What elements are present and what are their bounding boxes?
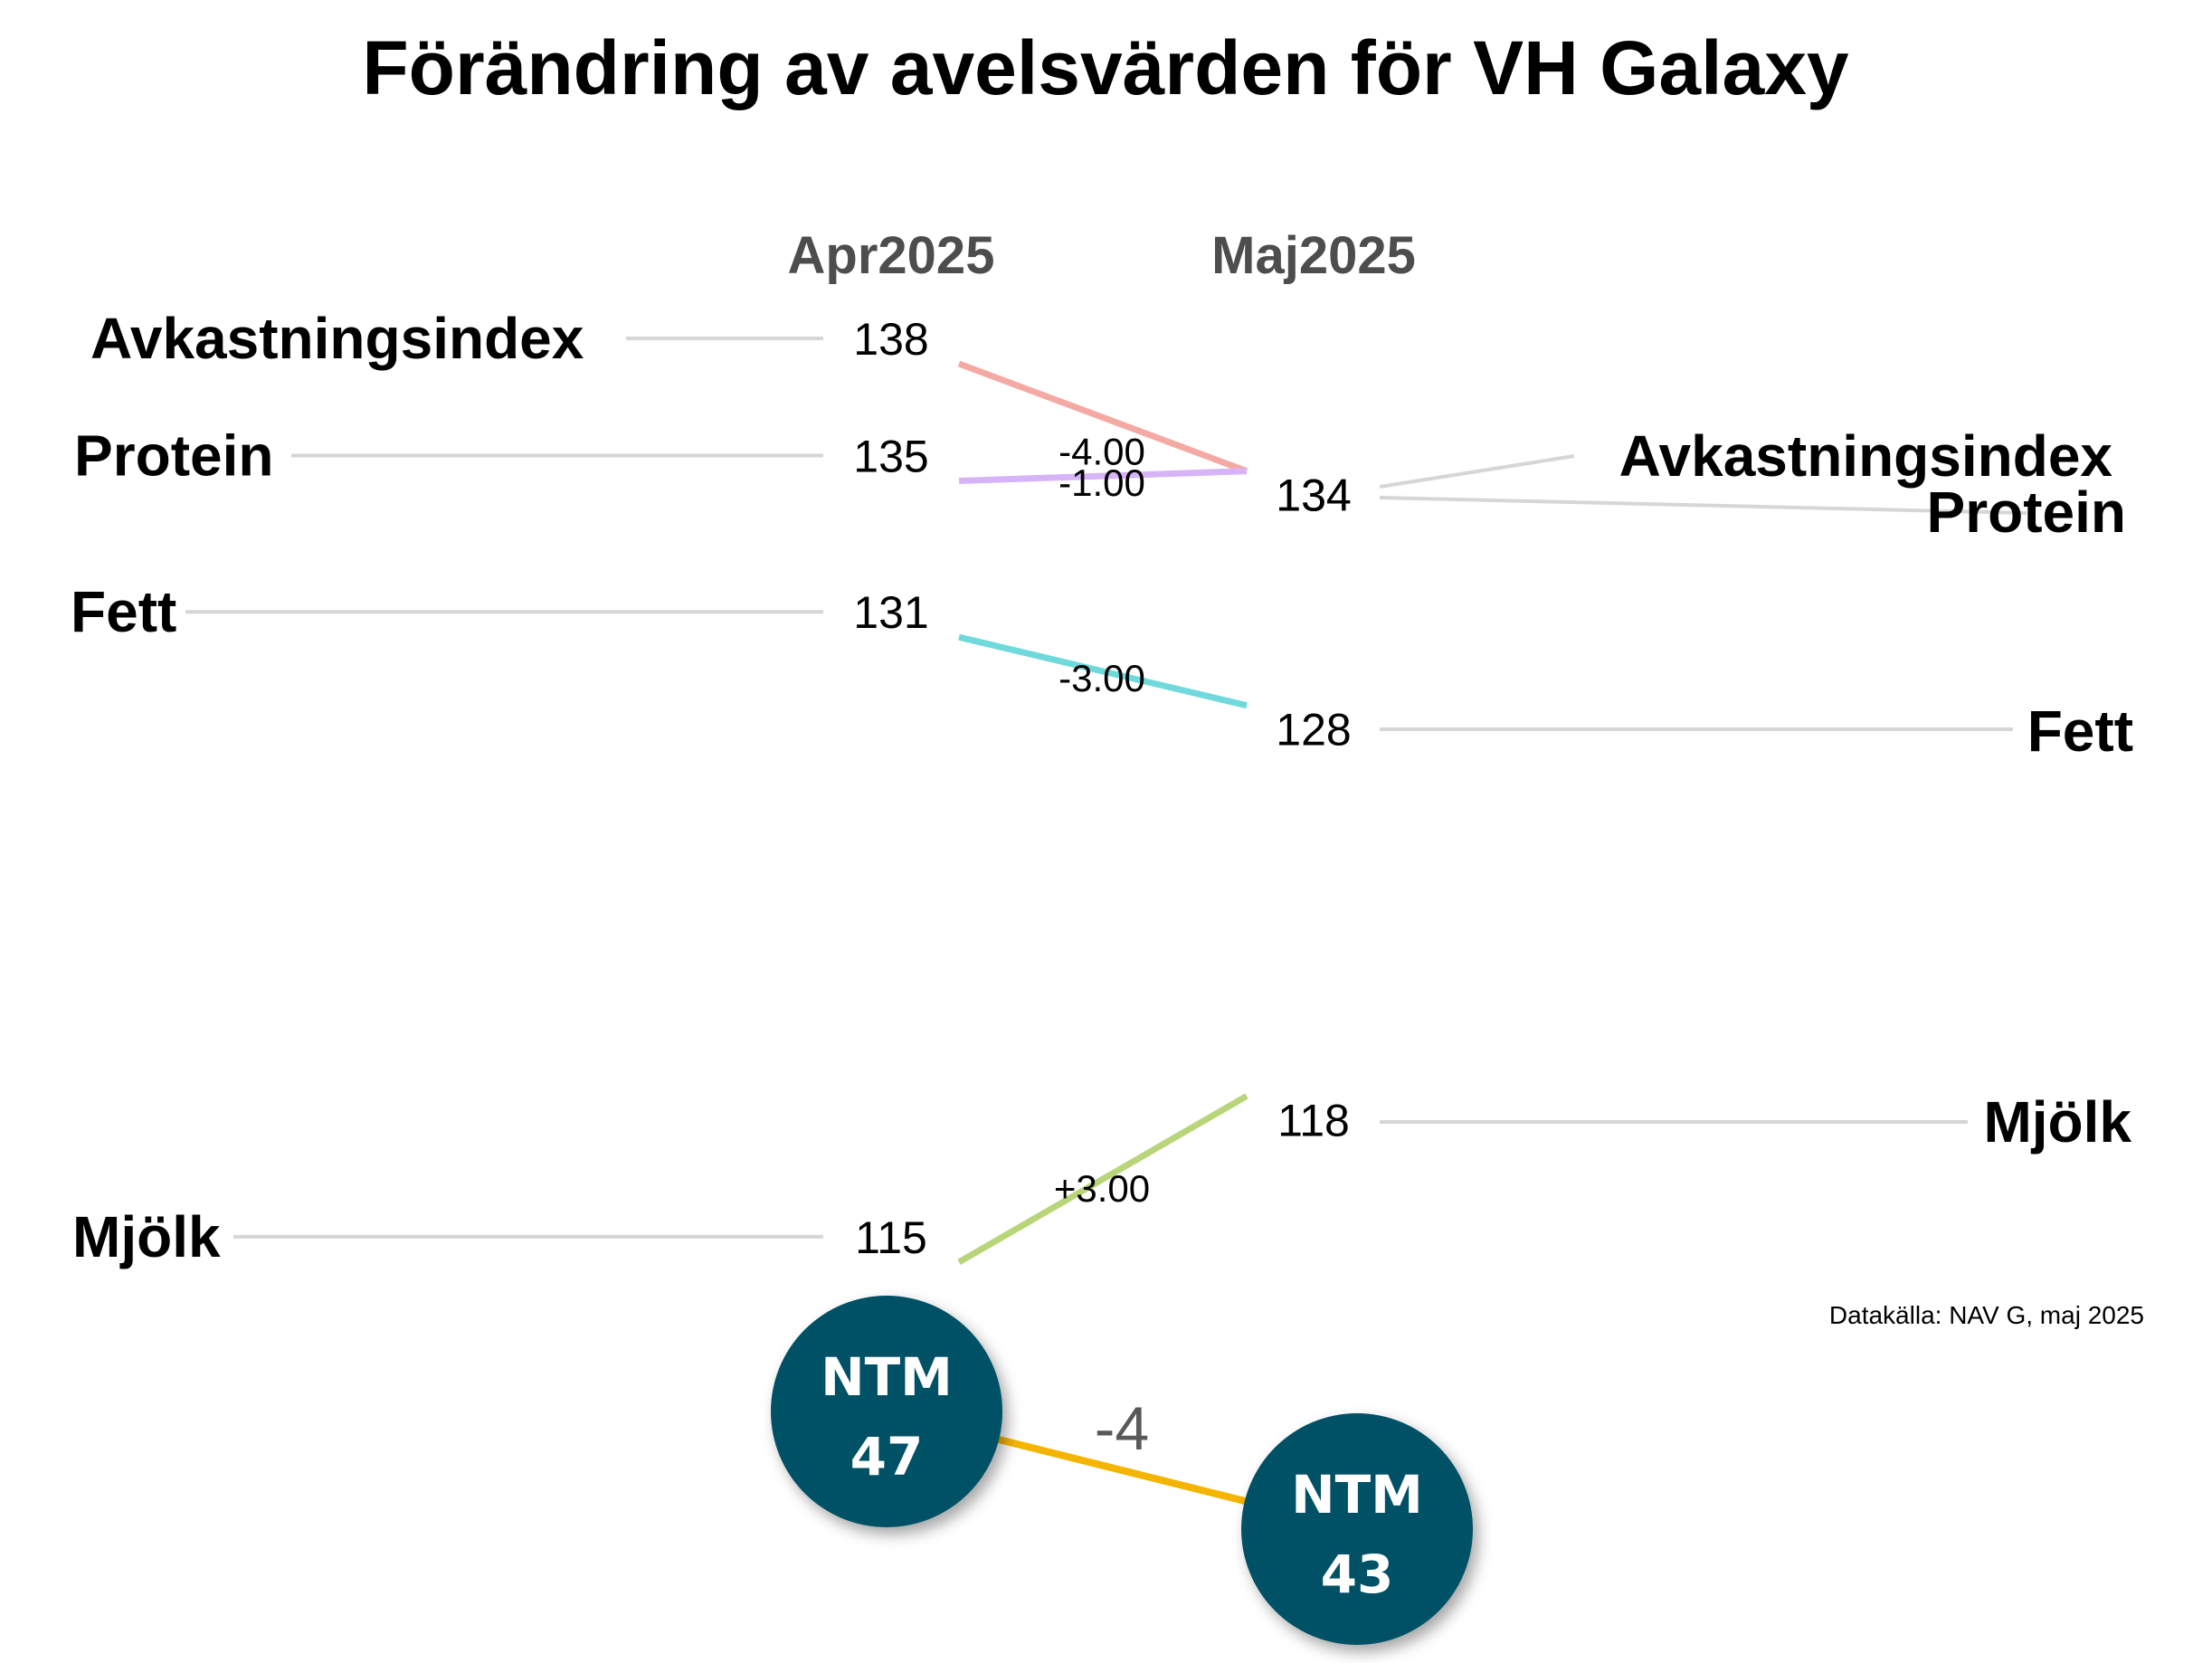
chart-marks: Avkastningsindex 138 -4.00 134 Protein 135 -1.… [71,306,2133,1269]
guide-right-avkastningsindex [1379,454,1575,489]
label-left-fett: Fett [71,579,176,644]
value-apr-protein: 135 [853,432,928,482]
change-label-mj-lk: +3.00 [1054,1167,1150,1210]
guide-right-protein [1379,496,2027,515]
label-right-avkastningsindex: Avkastningsindex [1619,423,2113,489]
value-maj-protein: 134 [1276,470,1351,521]
change-label-protein: -1.00 [1059,461,1145,504]
change-label-fett: -3.00 [1059,657,1145,699]
label-right-protein: Protein [1927,480,2126,545]
slope-line-fett [958,633,1248,709]
value-maj-mj-lk: 118 [1277,1095,1350,1145]
value-maj-fett: 128 [1276,705,1351,755]
value-apr-fett: 131 [853,587,928,638]
change-label-avkastningsindex: -4.00 [1059,430,1145,472]
slope-line-protein [958,468,1248,485]
value-apr-avkastningsindex: 138 [853,314,928,365]
ntm-label-maj: NTM [1291,1464,1423,1525]
slope-line-mj-lk [957,1093,1248,1265]
ntm-circle-maj [1241,1413,1473,1645]
label-left-mj-lk: Mjölk [72,1204,221,1269]
ntm-label-apr: NTM [821,1346,953,1408]
label-right-mj-lk: Mjölk [1983,1089,2131,1155]
chart-title: Förändring av avelsvärden för VH Galaxy [362,25,1849,110]
data-source: Datakälla: NAV G, maj 2025 [1829,1301,2144,1329]
value-maj-avkastningsindex: 134 [1276,470,1351,521]
ntm-value-apr: 47 [850,1426,924,1487]
ntm-change-label: -4 [1095,1394,1149,1463]
label-left-avkastningsindex: Avkastningsindex [90,306,584,371]
ntm-comparison: NTM 47 NTM 43 -4 [771,1296,1473,1645]
period-label-maj: Maj2025 [1211,226,1416,285]
slope-line-avkastningsindex [957,360,1248,474]
ntm-value-maj: 43 [1321,1544,1394,1605]
value-apr-mj-lk: 115 [855,1212,927,1263]
period-label-apr: Apr2025 [788,226,995,285]
label-left-protein: Protein [74,423,273,489]
label-right-fett: Fett [2027,698,2133,764]
ntm-circle-apr [771,1296,1002,1527]
